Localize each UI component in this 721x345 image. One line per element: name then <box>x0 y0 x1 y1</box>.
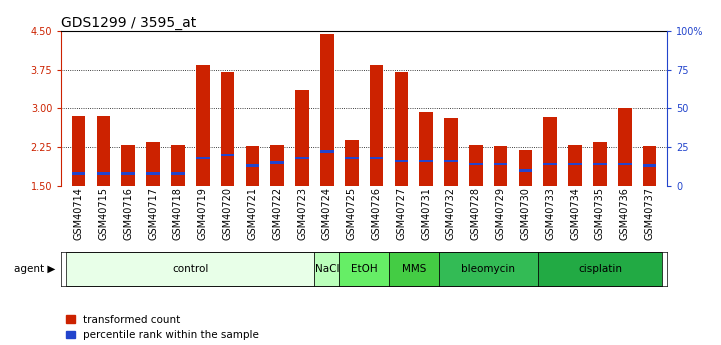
Bar <box>340 252 389 286</box>
Bar <box>438 252 538 286</box>
Bar <box>494 146 508 186</box>
Text: control: control <box>172 264 208 274</box>
Bar <box>642 146 656 186</box>
Bar <box>314 252 340 286</box>
Bar <box>221 72 234 186</box>
Legend: transformed count, percentile rank within the sample: transformed count, percentile rank withi… <box>66 315 259 340</box>
Bar <box>618 108 632 186</box>
Bar <box>320 150 334 153</box>
Bar <box>295 90 309 186</box>
Text: GDS1299 / 3595_at: GDS1299 / 3595_at <box>61 16 197 30</box>
Text: MMS: MMS <box>402 264 426 274</box>
Bar <box>121 172 135 175</box>
Bar <box>568 163 582 165</box>
Bar <box>370 157 384 159</box>
Bar <box>246 146 260 186</box>
Bar <box>345 140 358 186</box>
Bar <box>444 160 458 162</box>
Bar <box>97 116 110 186</box>
Text: NaCl: NaCl <box>314 264 339 274</box>
Bar <box>270 161 284 164</box>
Bar <box>345 157 358 159</box>
Bar <box>538 252 662 286</box>
Bar <box>196 65 210 186</box>
Bar <box>394 160 408 162</box>
Bar <box>518 169 532 171</box>
Text: agent ▶: agent ▶ <box>14 264 56 274</box>
Text: EtOH: EtOH <box>351 264 377 274</box>
Bar <box>420 160 433 162</box>
Bar <box>469 145 482 186</box>
Bar <box>171 145 185 186</box>
Bar <box>544 163 557 165</box>
Bar <box>394 72 408 186</box>
Bar <box>246 164 260 167</box>
Bar <box>196 157 210 159</box>
Bar <box>121 145 135 186</box>
Bar <box>146 172 160 175</box>
Bar <box>518 150 532 186</box>
Bar <box>618 163 632 165</box>
Bar <box>221 154 234 156</box>
Bar <box>66 252 314 286</box>
Bar <box>146 142 160 186</box>
Bar <box>320 33 334 186</box>
Bar <box>270 145 284 186</box>
Text: cisplatin: cisplatin <box>578 264 622 274</box>
Bar <box>72 172 86 175</box>
Bar <box>444 118 458 186</box>
Bar <box>171 172 185 175</box>
Bar <box>593 163 607 165</box>
Bar <box>97 172 110 175</box>
Bar <box>370 65 384 186</box>
Text: bleomycin: bleomycin <box>461 264 516 274</box>
Bar <box>593 142 607 186</box>
Bar <box>568 145 582 186</box>
Bar <box>544 117 557 186</box>
Bar <box>494 163 508 165</box>
Bar <box>72 116 86 186</box>
Bar <box>469 163 482 165</box>
Bar <box>642 164 656 167</box>
Bar <box>420 112 433 186</box>
Bar <box>389 252 438 286</box>
Bar <box>295 157 309 159</box>
